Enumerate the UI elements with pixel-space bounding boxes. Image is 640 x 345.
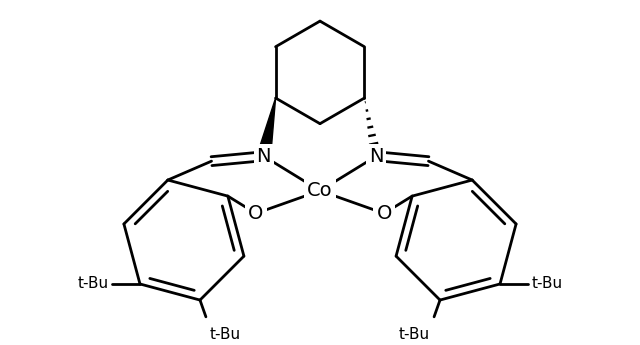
Text: t-Bu: t-Bu bbox=[77, 276, 108, 292]
Text: t-Bu: t-Bu bbox=[399, 327, 430, 342]
Text: t-Bu: t-Bu bbox=[210, 327, 241, 342]
Text: O: O bbox=[376, 204, 392, 223]
Text: N: N bbox=[369, 147, 383, 166]
Text: N: N bbox=[257, 147, 271, 166]
Polygon shape bbox=[257, 98, 276, 158]
Text: t-Bu: t-Bu bbox=[532, 276, 563, 292]
Text: Co: Co bbox=[307, 181, 333, 200]
Text: O: O bbox=[248, 204, 264, 223]
